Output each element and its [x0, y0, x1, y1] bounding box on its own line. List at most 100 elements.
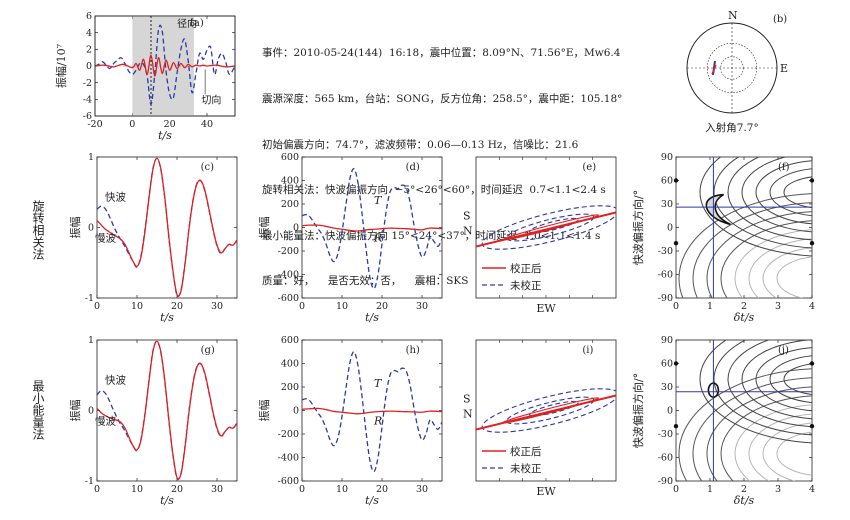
info-line-6: 质量：好， 是否无效：否， 震相：SKS	[262, 275, 469, 288]
contour-lower	[734, 229, 812, 298]
edge-marker	[673, 178, 679, 183]
x-tick-label: 1	[707, 301, 713, 312]
corrected-ellipse	[501, 397, 600, 424]
y-tick-label: 0	[667, 406, 673, 417]
series-d-R	[302, 224, 442, 232]
contour-upper	[783, 176, 812, 209]
y-tick-label: -4	[83, 95, 92, 106]
y-tick-label: 30	[661, 199, 673, 210]
panel-letter-c: (c)	[201, 162, 215, 173]
x-tick-label: 0	[129, 119, 135, 130]
contour-upper	[699, 157, 812, 257]
annotation-slow: 慢波	[95, 232, 116, 245]
contour-lower	[678, 193, 812, 298]
annotation-R: R	[373, 232, 382, 245]
y-tick-label: 400	[281, 176, 299, 187]
x-tick-label: 3	[775, 301, 781, 312]
y-axis-label: 快波偏振方向/°	[631, 373, 645, 448]
row-label-min-energy: 最小能量法	[31, 380, 45, 440]
x-tick-label: 10	[131, 301, 143, 312]
y-tick-label: 4	[86, 28, 92, 39]
info-line-5: 最小能量法：快波偏振方向 15°<24°<37°，时间延迟 1.0<1.1<1.…	[262, 229, 601, 242]
panel-letter-d: (d)	[406, 162, 420, 173]
annotation-fast: 快波	[105, 374, 126, 387]
annotation-transverse: 切向	[201, 94, 221, 107]
row-label-rotation: 旋转相关法	[31, 200, 45, 260]
x-tick-label: 2	[741, 301, 747, 312]
annotation-R: R	[373, 415, 382, 428]
panel-f: 0 1 2 3 4 -90 -60 -30 0 30 60 90 δt/s 快波偏振方向/°	[631, 152, 815, 324]
y-tick-label: 400	[281, 359, 299, 370]
x-tick-label: 4	[809, 301, 815, 312]
event-info: 事件：2010-05-24(144) 16:18，震中位置：8.09°N、71.…	[262, 16, 622, 320]
contour-lower	[678, 368, 812, 481]
corrected-line	[476, 211, 616, 248]
y-tick-label: 200	[281, 199, 299, 210]
contour-upper	[713, 340, 812, 436]
contour-upper	[769, 168, 812, 217]
contour-lower	[748, 413, 812, 481]
x-axis-label: t/s	[160, 311, 174, 324]
y-tick-label: -30	[658, 246, 673, 257]
x-tick-label: 0	[94, 484, 100, 495]
y-tick-label: 90	[661, 152, 673, 163]
series-h-T	[302, 351, 442, 473]
panel-letter-b: (b)	[773, 14, 787, 25]
y-tick-label: 90	[661, 335, 673, 346]
contour-lower	[762, 247, 812, 298]
y-tick-label: 0	[293, 223, 299, 234]
y-tick-label: -400	[278, 270, 299, 281]
series-c-fast	[97, 157, 237, 297]
x-tick-label: 20	[171, 301, 183, 312]
series-h-R	[302, 407, 442, 415]
contour-lower	[776, 431, 812, 476]
edge-marker	[673, 361, 679, 366]
contour-lower	[706, 211, 812, 298]
series-g-slow	[97, 340, 237, 481]
x-axis-label: δt/s	[734, 311, 755, 324]
y-axis-label-s: S	[463, 209, 471, 222]
info-line-3: 初始偏震方向：74.7°，滤波频带：0.06—0.13 Hz，信噪比：21.6	[262, 138, 579, 151]
confidence-region	[705, 193, 731, 226]
contour-lower	[762, 422, 812, 481]
annotation-slow: 慢波	[95, 415, 116, 428]
x-axis-label: EW	[536, 485, 556, 498]
y-axis-label: 振幅/10⁷	[54, 43, 68, 88]
y-tick-label: -400	[278, 453, 299, 464]
y-tick-label: -1	[85, 476, 94, 487]
x-tick-label: 10	[131, 484, 143, 495]
y-tick-label: -200	[278, 246, 299, 257]
x-axis-label: t/s	[158, 129, 172, 142]
contour-upper	[783, 363, 812, 395]
series-c-slow	[97, 157, 237, 298]
x-tick-label: 4	[809, 484, 815, 495]
contours	[676, 157, 812, 298]
east-label: E	[780, 62, 788, 75]
contour-upper	[713, 157, 812, 249]
panel-d: 0 10 20 30 -600 -400 -200 0 200 400 600 t/s 振幅 T R	[257, 152, 443, 324]
north-label: N	[728, 9, 738, 22]
y-tick-label: 0	[293, 406, 299, 417]
annotation-T: T	[374, 377, 383, 390]
x-tick-label: 30	[416, 301, 428, 312]
panel-letter-f: (f)	[778, 162, 790, 173]
plot-frame	[675, 156, 813, 299]
contour-lower	[706, 386, 812, 481]
y-tick-label: 6	[86, 11, 92, 22]
plot-frame	[475, 156, 617, 299]
x-tick-label: 0	[299, 301, 305, 312]
contour-upper	[769, 355, 812, 404]
panel-b: N E 入射角7.7°	[686, 9, 788, 134]
x-tick-label: 20	[376, 301, 388, 312]
contour-upper	[727, 157, 812, 241]
x-axis-label: t/s	[365, 494, 379, 507]
fast-axis-red	[711, 64, 717, 75]
x-tick-label: 1	[707, 484, 713, 495]
y-tick-label: -600	[278, 293, 299, 304]
contour-lower	[776, 256, 812, 298]
contour-upper	[699, 340, 812, 444]
y-tick-label: -90	[658, 293, 673, 304]
y-axis-label: 快波偏振方向/°	[631, 190, 645, 265]
